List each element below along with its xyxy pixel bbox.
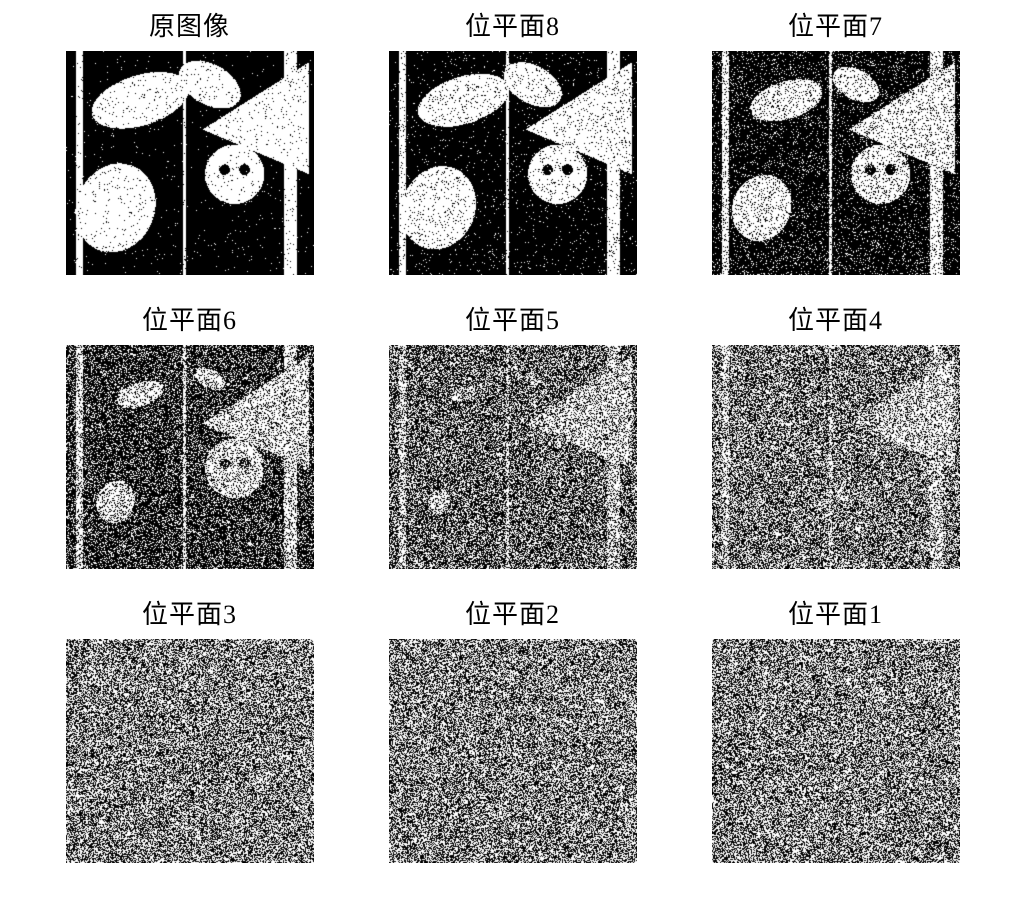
cell-title-8: 位平面1 [788, 594, 883, 631]
bitplane-image-1 [389, 51, 637, 275]
cell-title-7: 位平面2 [465, 594, 560, 631]
cell-title-1: 位平面8 [465, 6, 560, 43]
cell-title-6: 位平面3 [142, 594, 237, 631]
panel-5 [712, 345, 960, 569]
cell-2: 位平面7 [674, 0, 997, 294]
cell-title-4: 位平面5 [465, 300, 560, 337]
cell-3: 位平面6 [28, 294, 351, 588]
cell-title-3: 位平面6 [142, 300, 237, 337]
panel-2 [712, 51, 960, 275]
bitplane-image-6 [66, 639, 314, 863]
panel-8 [712, 639, 960, 863]
cell-8: 位平面1 [674, 588, 997, 882]
panel-1 [389, 51, 637, 275]
bitplane-image-2 [712, 51, 960, 275]
bitplane-image-0 [66, 51, 314, 275]
cell-title-2: 位平面7 [788, 6, 883, 43]
bitplane-image-4 [389, 345, 637, 569]
bitplane-image-5 [712, 345, 960, 569]
cell-1: 位平面8 [351, 0, 674, 294]
panel-0 [66, 51, 314, 275]
cell-5: 位平面4 [674, 294, 997, 588]
cell-title-5: 位平面4 [788, 300, 883, 337]
cell-0: 原图像 [28, 0, 351, 294]
bitplane-grid: 原图像 位平面8 位平面7 位平面6 位平面5 位平面4 位平面3 位平面2 位平面1 [0, 0, 1025, 912]
bitplane-image-7 [389, 639, 637, 863]
panel-6 [66, 639, 314, 863]
cell-6: 位平面3 [28, 588, 351, 882]
bitplane-image-3 [66, 345, 314, 569]
panel-4 [389, 345, 637, 569]
cell-title-0: 原图像 [149, 6, 230, 43]
bitplane-image-8 [712, 639, 960, 863]
cell-4: 位平面5 [351, 294, 674, 588]
panel-7 [389, 639, 637, 863]
panel-3 [66, 345, 314, 569]
cell-7: 位平面2 [351, 588, 674, 882]
